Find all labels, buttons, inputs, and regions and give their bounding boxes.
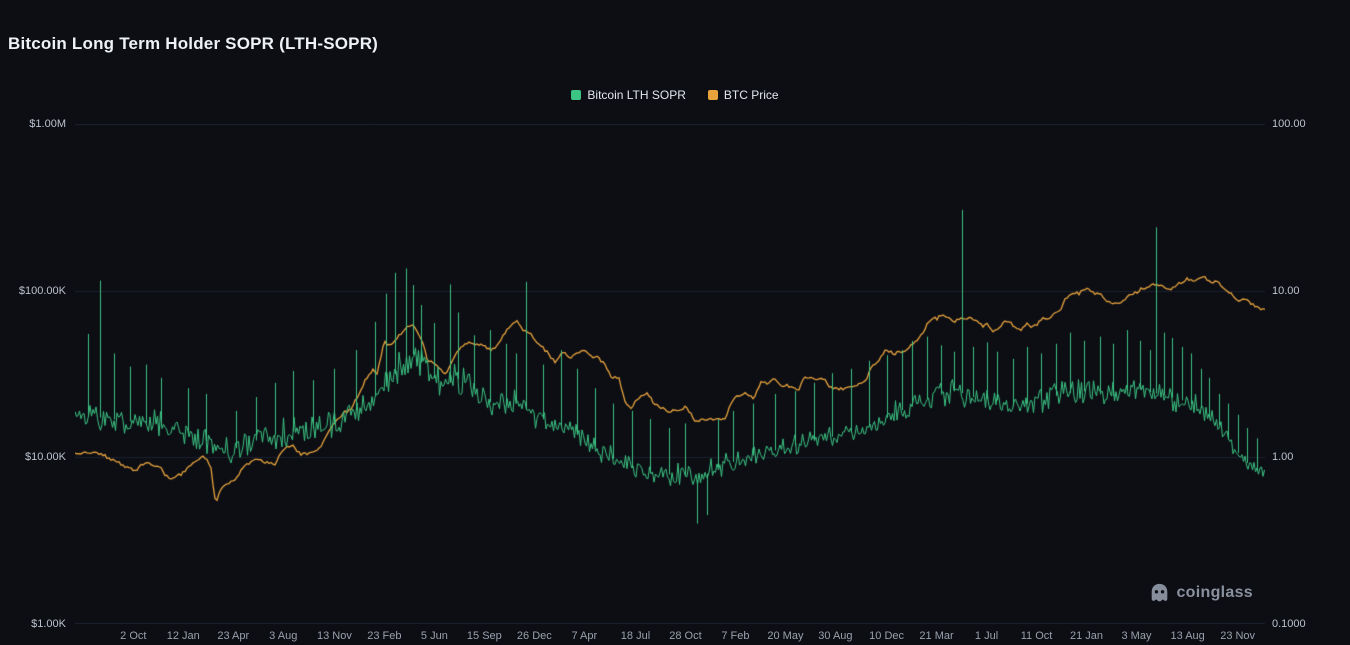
legend-swatch-green bbox=[571, 90, 582, 100]
x-axis-label: 15 Sep bbox=[466, 630, 502, 642]
x-axis-label: 7 Feb bbox=[721, 630, 750, 642]
x-axis-label: 30 Aug bbox=[818, 630, 853, 642]
x-axis-label: 10 Dec bbox=[869, 630, 905, 642]
y-axis-label-right: 100.00 bbox=[1272, 118, 1306, 130]
y-axis-label-right: 1.00 bbox=[1272, 451, 1294, 464]
y-axis-label-left: $1.00K bbox=[31, 618, 66, 630]
legend-swatch-orange bbox=[707, 90, 718, 100]
legend-item-btc-price[interactable]: BTC Price bbox=[707, 88, 779, 102]
x-axis-label: 13 Nov bbox=[316, 630, 352, 642]
chart-legend: Bitcoin LTH SOPR BTC Price bbox=[0, 88, 1350, 102]
legend-label-btc-price: BTC Price bbox=[723, 88, 779, 102]
x-axis-label: 23 Nov bbox=[1220, 630, 1256, 642]
x-axis-label: 21 Jan bbox=[1069, 630, 1104, 642]
x-axis-label: 1 Jul bbox=[974, 630, 999, 642]
x-axis-label: 26 Dec bbox=[516, 630, 552, 642]
legend-item-bitcoin-lth-sopr[interactable]: Bitcoin LTH SOPR bbox=[571, 88, 686, 102]
coinglass-logo-icon bbox=[1152, 583, 1168, 602]
page-title: Bitcoin Long Term Holder SOPR (LTH-SOPR) bbox=[8, 34, 379, 53]
x-axis-label: 3 Aug bbox=[269, 630, 298, 642]
x-axis-label: 3 May bbox=[1121, 630, 1152, 642]
y-axis-label-right: 10.00 bbox=[1272, 284, 1300, 297]
x-axis-label: 20 May bbox=[767, 630, 804, 642]
coinglass-watermark: coinglass bbox=[1150, 583, 1253, 602]
x-axis-label: 2 Oct bbox=[120, 630, 147, 642]
x-axis-label: 12 Jan bbox=[166, 630, 200, 642]
y-axis-label-left: $1.00M bbox=[29, 118, 66, 130]
x-axis-label: 23 Apr bbox=[217, 630, 250, 642]
legend-label-bitcoin-lth-sopr: Bitcoin LTH SOPR bbox=[587, 88, 686, 102]
x-axis-label: 13 Aug bbox=[1170, 630, 1205, 642]
x-axis-label: 7 Apr bbox=[571, 630, 598, 642]
x-axis-label: 18 Jul bbox=[620, 630, 651, 642]
x-axis-label: 23 Feb bbox=[367, 630, 402, 642]
x-axis-label: 5 Jun bbox=[420, 630, 448, 642]
coinglass-logo-text: coinglass bbox=[1176, 583, 1253, 601]
x-axis-label: 11 Oct bbox=[1020, 630, 1053, 642]
x-axis-label: 28 Oct bbox=[669, 630, 702, 642]
y-axis-label-left: $100.00K bbox=[18, 284, 66, 297]
chart-plot-area[interactable] bbox=[75, 124, 1265, 624]
y-axis-label-right: 0.1000 bbox=[1272, 618, 1306, 630]
x-axis-label: 21 Mar bbox=[919, 630, 954, 642]
y-axis-label-left: $10.00K bbox=[25, 451, 66, 464]
